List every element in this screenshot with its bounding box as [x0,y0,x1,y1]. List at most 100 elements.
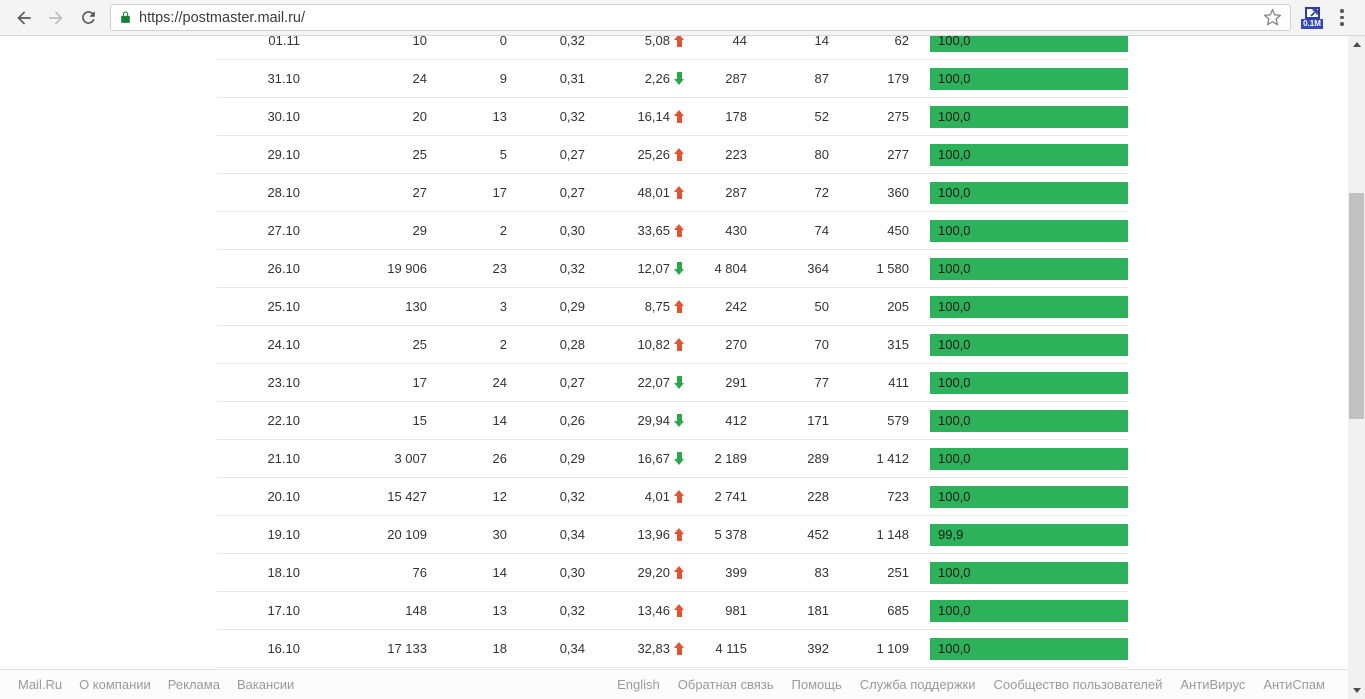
cell-value-3: 0,26 [559,413,585,428]
percentage-bar: 100,0 [930,105,1128,128]
cell-date: 28.10 [267,185,300,200]
trend-arrow-icon [674,72,685,85]
table-row: 22.10 15 14 0,26 29,94 412 171 579 100,0 [217,402,1128,440]
cell-trend: 16,67 [585,451,685,466]
scrollbar-thumb[interactable] [1349,193,1364,419]
cell-date: 25.10 [267,299,300,314]
secure-lock-icon[interactable] [119,10,132,25]
cell-value-1: 17 133 [387,641,427,656]
trend-arrow-icon [674,300,685,313]
percentage-bar-cell: 100,0 [930,257,1128,280]
refresh-button[interactable] [75,5,101,31]
cell-value-4: 2 741 [714,489,747,504]
cell-value-2: 14 [492,565,507,580]
cell-value-4: 412 [725,413,747,428]
cell-value-1: 17 [412,375,427,390]
table-row: 31.10 24 9 0,31 2,26 287 87 179 100,0 [217,60,1128,98]
percentage-bar-cell: 100,0 [930,67,1128,90]
cell-date: 30.10 [267,109,300,124]
table-row: 24.10 25 2 0,28 10,82 270 70 315 100,0 [217,326,1128,364]
footer-link[interactable]: АнтиСпам [1263,677,1325,692]
table-row: 27.10 29 2 0,30 33,65 430 74 450 100,0 [217,212,1128,250]
scroll-down-arrow-icon [1352,688,1361,693]
percentage-bar-cell: 100,0 [930,447,1128,470]
trend-arrow-icon [674,148,685,161]
cell-value-1: 76 [412,565,427,580]
footer-link[interactable]: Mail.Ru [18,677,63,692]
trend-arrow-icon [674,36,685,47]
cell-trend: 29,20 [585,565,685,580]
forward-button[interactable] [43,5,69,31]
browser-toolbar: https://postmaster.mail.ru/ 0.1M [0,0,1365,36]
cell-value-1: 24 [412,71,427,86]
back-arrow-icon [17,10,31,25]
trend-arrow-icon [674,452,685,465]
trend-value: 13,46 [637,603,670,618]
scroll-up-button[interactable] [1348,36,1365,53]
cell-date: 01.11 [268,36,300,48]
percentage-bar: 100,0 [930,409,1128,432]
cell-value-3: 0,30 [559,223,585,238]
percentage-bar: 100,0 [930,485,1128,508]
trend-value: 48,01 [637,185,670,200]
cell-value-1: 15 427 [387,489,427,504]
vertical-scrollbar[interactable] [1348,36,1365,699]
footer-link[interactable]: Реклама [167,677,220,692]
back-button[interactable] [11,5,37,31]
percentage-bar: 100,0 [930,637,1128,660]
cell-value-6: 685 [887,603,909,618]
cell-value-2: 13 [492,109,507,124]
footer-link[interactable]: Помощь [791,677,842,692]
cell-value-4: 399 [725,565,747,580]
cell-value-3: 0,27 [559,185,585,200]
percentage-bar-cell: 100,0 [930,599,1128,622]
chrome-menu-button[interactable] [1331,5,1353,31]
cell-value-1: 130 [405,299,427,314]
cell-date: 19.10 [267,527,300,542]
extension-badge: 0.1M [1301,18,1323,29]
cell-value-6: 315 [887,337,909,352]
cell-value-5: 289 [807,451,829,466]
cell-value-1: 15 [412,413,427,428]
cell-value-1: 20 [412,109,427,124]
cell-value-6: 411 [888,375,909,390]
footer-link[interactable]: Сообщество пользователей [993,677,1163,692]
footer-link[interactable]: О компании [79,677,151,692]
trend-value: 12,07 [637,261,670,276]
trend-arrow-icon [674,414,685,427]
cell-value-5: 83 [814,565,829,580]
cell-date: 23.10 [267,375,300,390]
cell-value-4: 4 115 [715,641,747,656]
percentage-bar-cell: 100,0 [930,371,1128,394]
cell-value-1: 19 906 [387,261,427,276]
scroll-down-button[interactable] [1348,682,1365,699]
footer-link[interactable]: АнтиВирус [1180,677,1246,692]
bookmark-star-icon[interactable] [1263,8,1282,27]
cell-value-1: 29 [412,223,427,238]
cell-value-5: 171 [807,413,829,428]
cell-value-2: 13 [492,603,507,618]
cell-value-4: 287 [725,71,747,86]
trend-value: 16,67 [637,451,670,466]
cell-trend: 10,82 [585,337,685,352]
cell-value-3: 0,32 [559,109,585,124]
cell-value-3: 0,32 [559,603,585,618]
cell-date: 24.10 [267,337,300,352]
percentage-bar: 100,0 [930,561,1128,584]
cell-value-4: 981 [725,603,747,618]
address-bar[interactable]: https://postmaster.mail.ru/ [110,4,1291,31]
percentage-bar-cell: 100,0 [930,637,1128,660]
url-text[interactable]: https://postmaster.mail.ru/ [139,9,306,26]
footer-link[interactable]: Вакансии [236,677,295,692]
cell-date: 26.10 [267,261,300,276]
trend-arrow-icon [674,490,685,503]
footer-link[interactable]: Обратная связь [677,677,774,692]
extension-button[interactable]: 0.1M [1299,6,1325,29]
footer-link[interactable]: English [617,677,660,692]
cell-value-5: 14 [814,36,829,48]
trend-arrow-icon [674,566,685,579]
cell-date: 20.10 [267,489,300,504]
cell-value-4: 430 [725,223,747,238]
cell-value-4: 44 [732,36,747,48]
footer-link[interactable]: Служба поддержки [859,677,976,692]
